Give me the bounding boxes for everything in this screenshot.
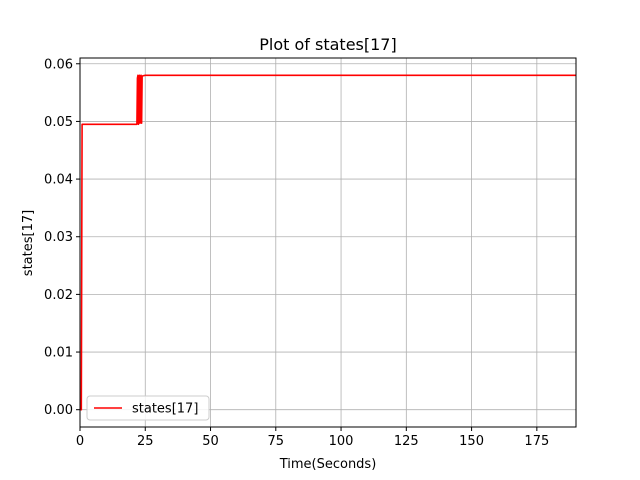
x-tick-label: 100 [329, 434, 354, 449]
x-tick-label: 0 [76, 434, 84, 449]
y-tick-label: 0.00 [44, 403, 73, 418]
chart-title: Plot of states[17] [259, 35, 396, 54]
y-axis-title: states[17] [21, 210, 36, 276]
x-axis-title: Time(Seconds) [279, 457, 377, 472]
y-tick-label: 0.06 [44, 57, 73, 72]
legend-box [86, 395, 210, 421]
y-tick-label: 0.03 [44, 230, 73, 245]
series-group [80, 74, 576, 411]
y-tick-label: 0.02 [44, 288, 73, 303]
y-tick-label: 0.01 [44, 346, 73, 361]
x-tick-label: 125 [394, 434, 419, 449]
x-axis-ticks: 0 25 50 75 100 125 150 175 [76, 427, 549, 449]
y-axis-ticks: 0.00 0.01 0.02 0.03 0.04 0.05 0.06 [44, 57, 80, 418]
y-tick-label: 0.04 [44, 173, 73, 188]
x-tick-label: 50 [202, 434, 219, 449]
x-tick-label: 175 [524, 434, 549, 449]
x-tick-label: 25 [137, 434, 154, 449]
x-tick-label: 75 [268, 434, 285, 449]
x-tick-label: 150 [459, 434, 484, 449]
grid [79, 58, 576, 427]
plot-frame [79, 57, 577, 428]
y-tick-label: 0.05 [44, 115, 73, 130]
legend: states[17] [86, 395, 210, 421]
series-line [80, 74, 576, 411]
legend-label: states[17] [132, 402, 198, 417]
